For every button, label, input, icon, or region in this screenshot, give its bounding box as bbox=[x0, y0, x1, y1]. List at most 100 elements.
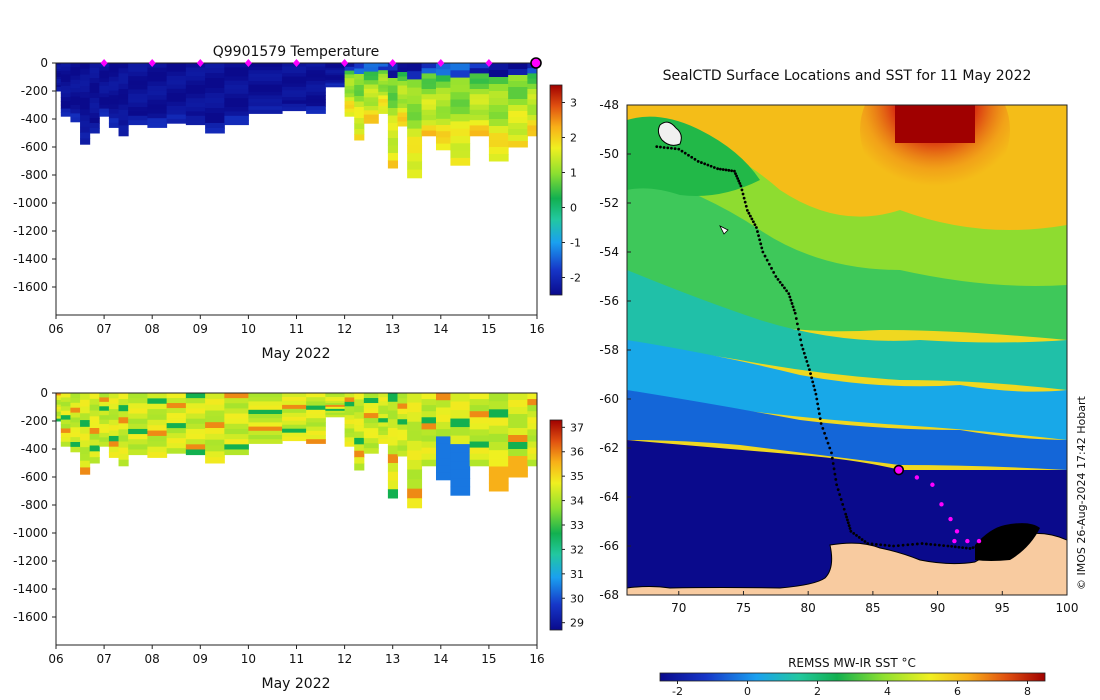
temperature-cell bbox=[508, 117, 528, 124]
temperature-cell bbox=[89, 98, 100, 104]
track-point bbox=[971, 546, 975, 550]
track-point bbox=[800, 343, 804, 347]
track-point bbox=[744, 204, 748, 208]
temperature-cell bbox=[407, 145, 423, 154]
salinity-cell bbox=[108, 398, 120, 405]
salinity-cell bbox=[363, 433, 379, 439]
track-point bbox=[937, 543, 941, 547]
salinity-cell bbox=[469, 453, 490, 461]
temperature-cell bbox=[248, 70, 283, 75]
track-point bbox=[961, 546, 965, 550]
temperature-cell bbox=[70, 63, 81, 68]
profile-marker bbox=[100, 59, 108, 67]
salinity-cell bbox=[166, 418, 187, 424]
salinity-cell bbox=[450, 418, 471, 428]
track-point bbox=[855, 533, 858, 537]
temperature-cell bbox=[248, 63, 283, 68]
temperature-cell bbox=[224, 63, 249, 68]
temperature-cell bbox=[354, 85, 365, 91]
salinity-cell bbox=[450, 435, 471, 445]
temperature-cell bbox=[108, 109, 120, 115]
temperature-cell bbox=[282, 80, 307, 84]
salinity-cell bbox=[70, 412, 81, 418]
salinity-cell bbox=[70, 432, 81, 438]
temperature-cell bbox=[108, 90, 120, 96]
salinity-cell bbox=[508, 400, 528, 408]
salinity-cell bbox=[508, 442, 528, 450]
temperature-cell bbox=[89, 123, 100, 129]
temperature-cell bbox=[421, 130, 437, 137]
salinity-cell bbox=[185, 449, 206, 456]
track-point bbox=[790, 302, 794, 305]
track-point bbox=[810, 376, 814, 380]
salinity-cell bbox=[450, 469, 471, 479]
salinity-cell bbox=[527, 393, 537, 400]
salinity-cell bbox=[387, 471, 399, 481]
salinity-cell bbox=[282, 424, 307, 430]
salinity-cell bbox=[118, 447, 129, 455]
temperature-cell bbox=[118, 73, 129, 80]
temperature-cell bbox=[354, 123, 365, 130]
track-point bbox=[673, 147, 677, 151]
temperature-cell bbox=[378, 88, 389, 93]
temperature-cell bbox=[325, 63, 346, 66]
salinity-cell bbox=[306, 418, 326, 423]
track-point bbox=[683, 151, 687, 155]
sst-map-panel: SealCTD Surface Locations and SST for 11… bbox=[599, 68, 1088, 698]
salinity-cell bbox=[421, 411, 437, 418]
salinity-cell bbox=[387, 480, 399, 490]
temperature-cell bbox=[344, 112, 355, 117]
salinity-cell bbox=[325, 398, 346, 402]
colorbar-tick-label: 36 bbox=[570, 446, 584, 459]
salinity-cell bbox=[80, 460, 91, 468]
track-point bbox=[915, 542, 919, 546]
temperature-cell bbox=[527, 104, 537, 111]
salinity-cell bbox=[387, 393, 399, 403]
track-point bbox=[734, 172, 737, 176]
salinity-cell bbox=[128, 444, 148, 450]
salinity-cell bbox=[407, 479, 423, 490]
salinity-cell bbox=[469, 417, 490, 424]
salinity-cell bbox=[527, 411, 537, 418]
salinity-cell bbox=[205, 445, 225, 452]
salinity-cell bbox=[508, 449, 528, 457]
salinity-cell bbox=[147, 435, 168, 442]
salinity-cell bbox=[128, 398, 148, 404]
track-point bbox=[760, 246, 764, 250]
temperature-cell bbox=[56, 81, 62, 84]
salinity-cell bbox=[435, 414, 451, 423]
track-point bbox=[838, 493, 842, 496]
temperature-cell bbox=[378, 77, 389, 82]
salinity-cell bbox=[325, 406, 346, 410]
salinity-cell bbox=[488, 450, 509, 459]
temperature-cell bbox=[128, 71, 148, 77]
temperature-cell bbox=[435, 87, 451, 95]
y-tick-label: -1600 bbox=[13, 610, 48, 624]
salinity-cell bbox=[99, 441, 110, 447]
temperature-cell bbox=[108, 122, 120, 128]
temperature-cell bbox=[450, 150, 471, 159]
temperature-cell bbox=[488, 91, 509, 99]
temperature-cell bbox=[282, 73, 307, 78]
temperature-cell bbox=[527, 89, 537, 95]
temperature-cell bbox=[488, 154, 509, 162]
salinity-cell bbox=[89, 428, 100, 435]
track-point bbox=[802, 351, 806, 355]
temperature-cell bbox=[80, 74, 91, 81]
temperature-cell bbox=[306, 70, 326, 75]
temperature-cell bbox=[147, 76, 168, 82]
salinity-cell bbox=[248, 405, 283, 411]
salinity-cell bbox=[354, 405, 365, 413]
temperature-cell bbox=[387, 93, 399, 101]
temperature-cell bbox=[397, 63, 408, 68]
map-y-tick-label: -48 bbox=[599, 98, 619, 112]
temperature-cell bbox=[118, 130, 129, 137]
temperature-cell bbox=[344, 66, 355, 72]
salinity-cell bbox=[508, 435, 528, 443]
temperature-cell bbox=[56, 89, 62, 92]
salinity-cell bbox=[60, 424, 71, 429]
salinity-colorbar-ticks: 29 30 31 32 33 34 35 36 37 bbox=[562, 421, 584, 630]
temperature-cell bbox=[80, 97, 91, 105]
temperature-cell bbox=[99, 112, 110, 117]
temperature-cell bbox=[118, 104, 129, 111]
